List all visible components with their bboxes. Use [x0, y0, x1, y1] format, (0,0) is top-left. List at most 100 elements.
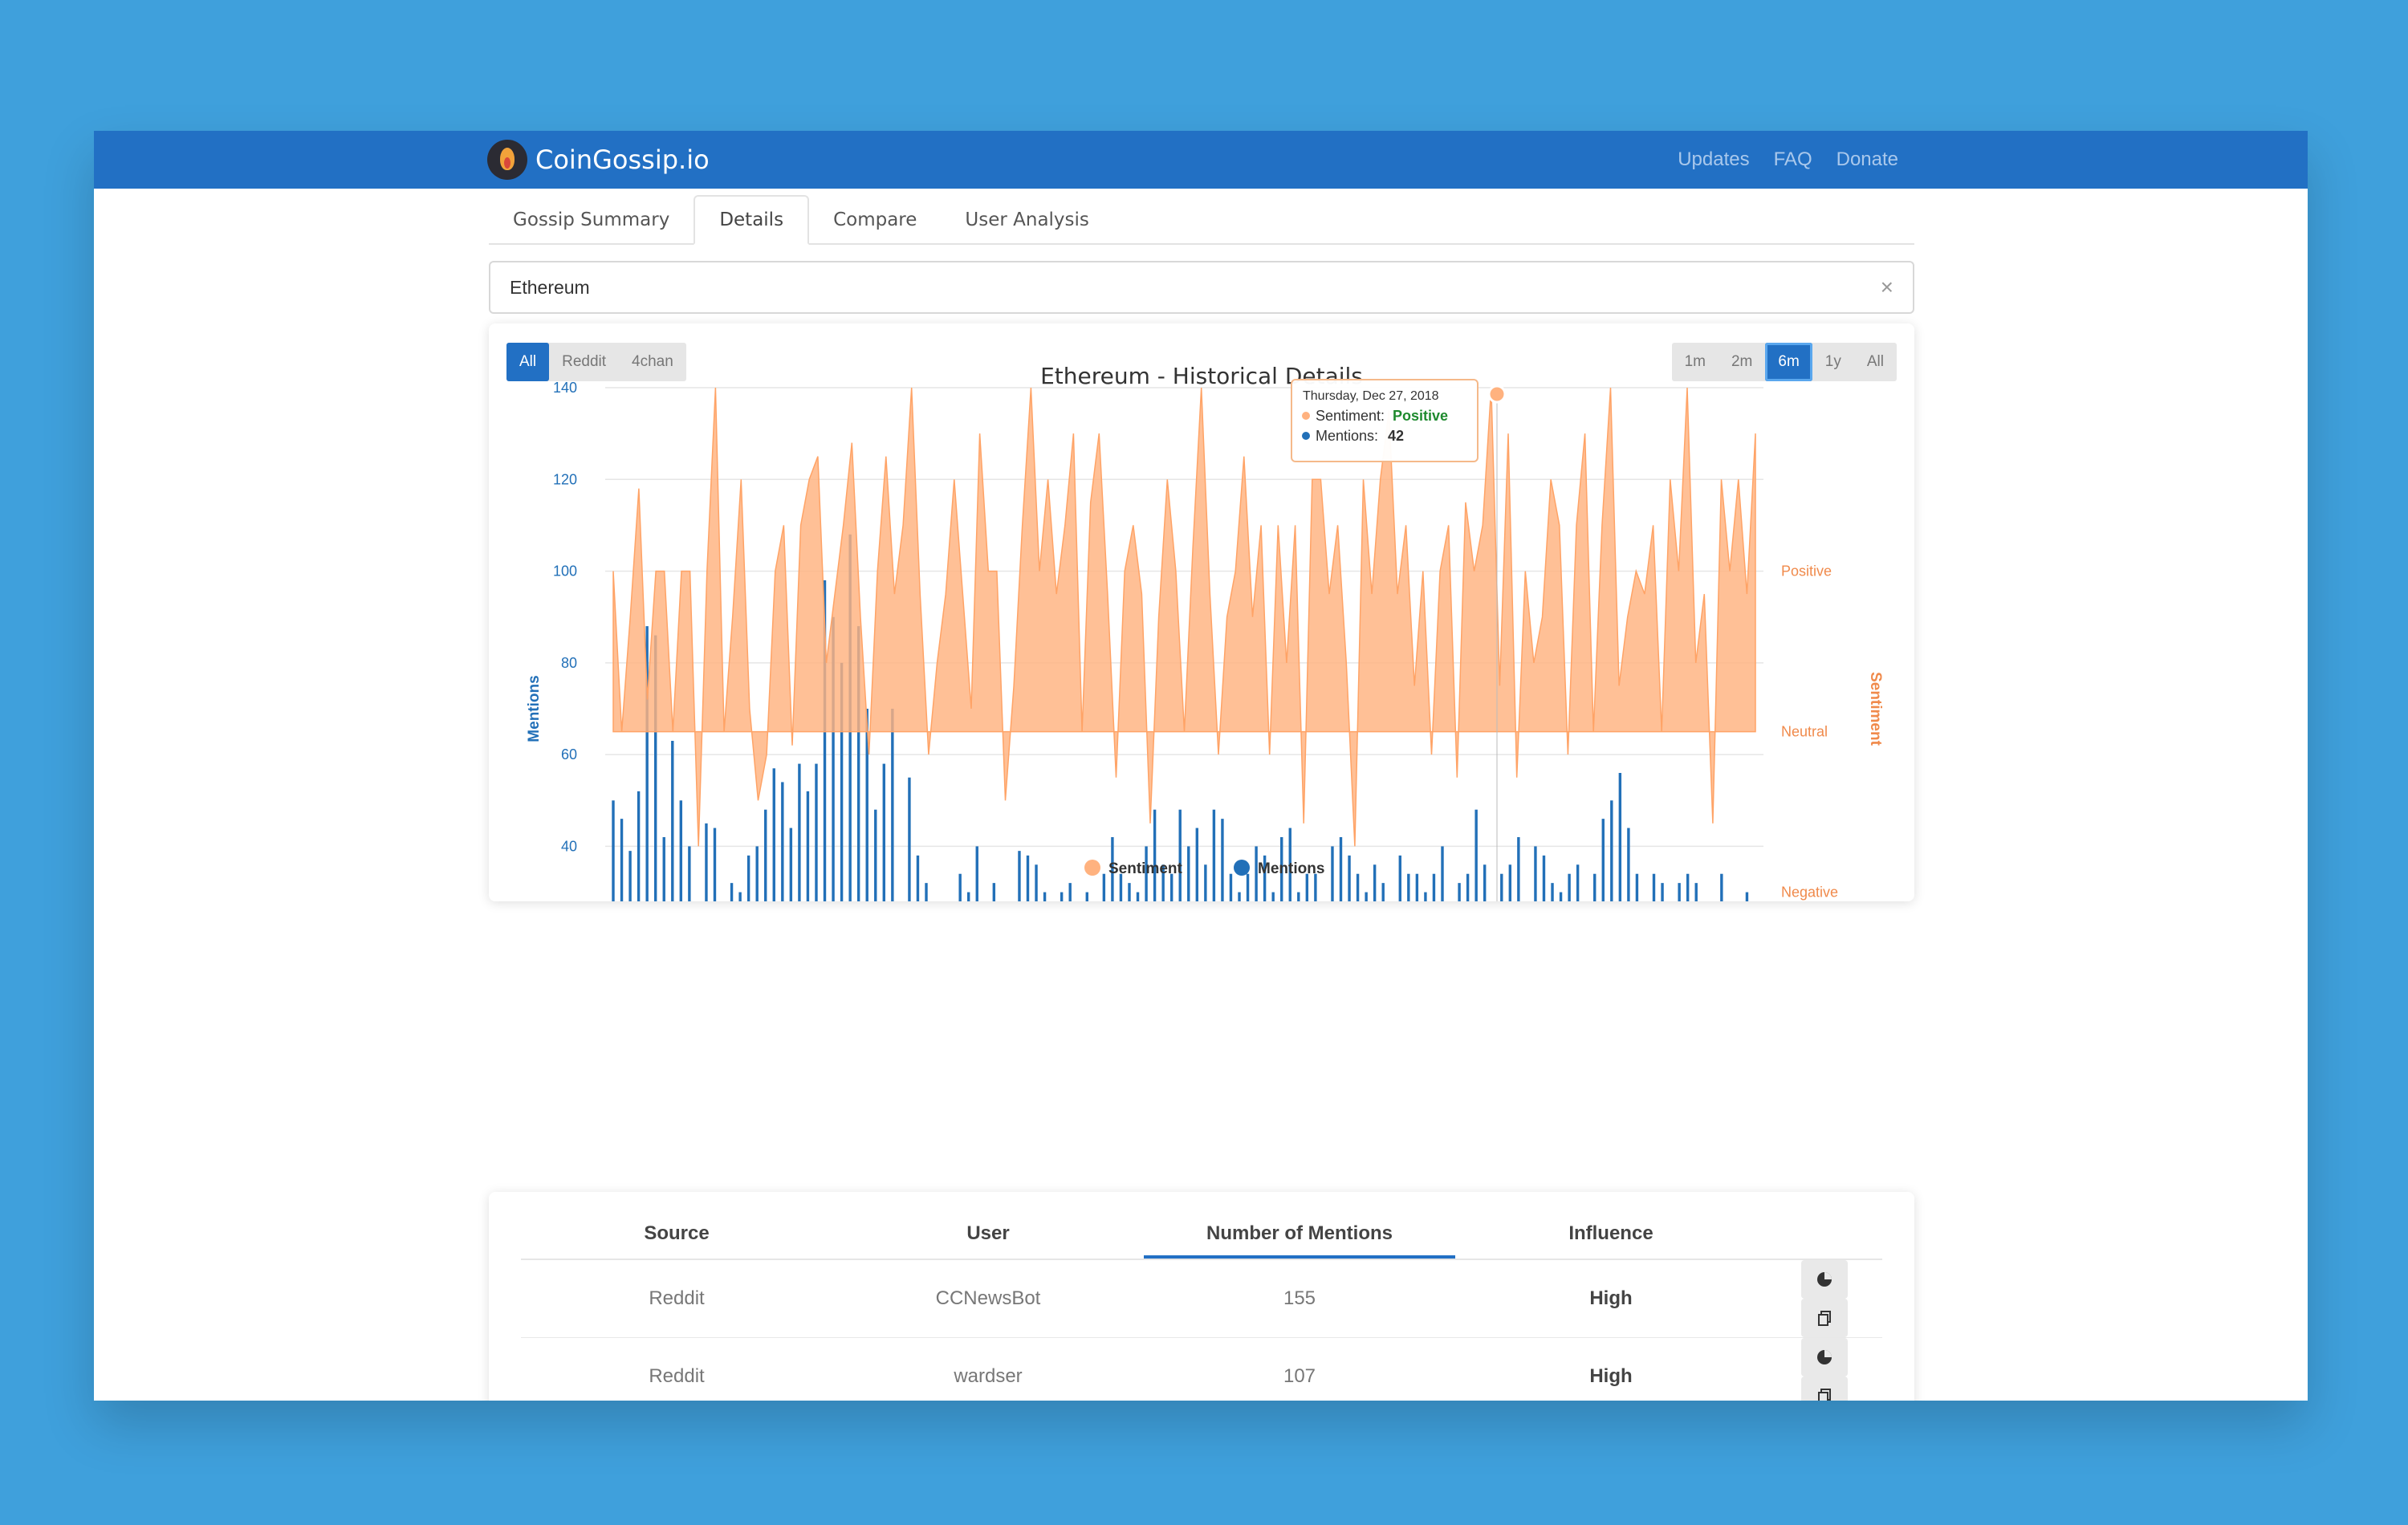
mentions-bar [1297, 892, 1300, 901]
mentions-bar [967, 892, 970, 901]
mentions-bar [1246, 873, 1250, 901]
mentions-bar [1500, 873, 1503, 901]
range-6m-button[interactable]: 6m [1765, 343, 1812, 381]
tooltip-sentiment-value: Positive [1393, 408, 1448, 424]
mentions-bar [1415, 873, 1419, 901]
range-2m-button[interactable]: 2m [1731, 353, 1753, 370]
mentions-bar [1466, 873, 1470, 901]
tab-compare[interactable]: Compare [833, 209, 917, 230]
users-table-card: Source User Number of Mentions Influence… [489, 1192, 1914, 1401]
tooltip-box [1291, 379, 1479, 462]
y2-tick-label: Neutral [1781, 724, 1828, 740]
range-1y-button[interactable]: 1y [1824, 353, 1841, 370]
range-1m-button[interactable]: 1m [1684, 353, 1706, 370]
mentions-bar [772, 768, 775, 901]
mentions-bar [1694, 883, 1698, 901]
mentions-bar [1601, 819, 1605, 901]
tooltip-sentiment-marker [1302, 412, 1310, 420]
mentions-bar [1229, 873, 1233, 901]
mentions-bar [671, 741, 674, 901]
coin-search-input[interactable] [510, 276, 1881, 299]
mentions-bar [1178, 809, 1182, 901]
header-influence[interactable]: Influence [1455, 1208, 1767, 1260]
mentions-bar [1381, 883, 1385, 901]
legend-mentions[interactable]: Mentions [1258, 860, 1324, 877]
mentions-bar [1068, 883, 1072, 901]
row-actions [1767, 1337, 1882, 1401]
row-source: Reddit [521, 1337, 832, 1401]
mentions-bar [705, 823, 708, 901]
mentions-bar [654, 635, 657, 901]
mentions-bar [865, 709, 868, 901]
mentions-bar [823, 580, 827, 901]
mentions-bar [1085, 892, 1088, 901]
source-all-button[interactable]: All [506, 343, 550, 381]
row-user: CCNewsBot [832, 1259, 1144, 1338]
mentions-bar [891, 709, 894, 901]
y-tick-label: 140 [553, 380, 577, 396]
mentions-bar [679, 800, 683, 901]
header-user[interactable]: User [832, 1208, 1144, 1260]
brand[interactable]: CoinGossip.io [487, 131, 710, 189]
header-mentions[interactable]: Number of Mentions [1144, 1208, 1455, 1260]
row-mentions: 107 [1144, 1337, 1455, 1401]
y-tick-label: 60 [561, 746, 577, 762]
source-4chan-button[interactable]: 4chan [632, 353, 673, 370]
table-row: Reddit wardser 107 High [521, 1337, 1882, 1401]
mentions-bar [755, 846, 759, 901]
y-tick-label: 80 [561, 655, 577, 671]
app-window: CoinGossip.io Updates FAQ Donate Gossip … [94, 131, 2308, 1401]
range-all-button[interactable]: All [1866, 353, 1884, 370]
mentions-bar [1365, 892, 1368, 901]
copy-icon[interactable] [1801, 1377, 1848, 1401]
mentions-bar [1745, 892, 1749, 901]
mentions-bar [1483, 864, 1487, 901]
y2-axis-ticks: Positive Neutral Negative [1781, 563, 1838, 901]
mentions-bar [1280, 837, 1283, 901]
mentions-bar [1187, 846, 1190, 901]
clear-icon[interactable]: × [1880, 274, 1893, 299]
mentions-bar [612, 800, 615, 901]
nav-link-faq[interactable]: FAQ [1773, 148, 1812, 170]
chart-legend: Sentiment Mentions [1084, 860, 1324, 877]
nav-link-updates[interactable]: Updates [1678, 148, 1750, 170]
mentions-bar [1026, 855, 1030, 901]
tab-gossip-summary[interactable]: Gossip Summary [513, 209, 670, 230]
pie-chart-icon[interactable] [1801, 1260, 1848, 1299]
pie-chart-icon[interactable] [1801, 1338, 1848, 1377]
source-reddit-button[interactable]: Reddit [562, 353, 607, 370]
navbar: CoinGossip.io Updates FAQ Donate [94, 131, 2308, 189]
y2-tick-label: Negative [1781, 885, 1838, 901]
mentions-bar [1627, 828, 1630, 901]
header-actions [1767, 1208, 1882, 1260]
mentions-bar [1373, 864, 1377, 901]
row-mentions: 155 [1144, 1259, 1455, 1338]
mentions-bar [1271, 892, 1275, 901]
mentions-bar [1356, 873, 1360, 901]
table-row: Reddit CCNewsBot 155 High [521, 1259, 1882, 1338]
mentions-bar [1441, 846, 1444, 901]
tooltip-mentions-label: Mentions: [1316, 428, 1378, 444]
row-source: Reddit [521, 1259, 832, 1338]
tab-user-analysis[interactable]: User Analysis [965, 209, 1089, 230]
header-source[interactable]: Source [521, 1208, 832, 1260]
copy-icon[interactable] [1801, 1299, 1848, 1337]
mentions-bar [798, 763, 801, 901]
row-user: wardser [832, 1337, 1144, 1401]
mentions-bar [637, 791, 641, 901]
mentions-bar [1263, 855, 1267, 901]
mentions-bar [738, 892, 742, 901]
nav-link-donate[interactable]: Donate [1836, 148, 1898, 170]
mentions-bar [1128, 883, 1131, 901]
mentions-bar [1678, 883, 1681, 901]
mentions-bar [1635, 873, 1639, 901]
mentions-bar [882, 763, 886, 901]
mentions-bar [730, 883, 734, 901]
mentions-bar [815, 763, 818, 901]
y-tick-label: 120 [553, 471, 577, 487]
row-influence: High [1455, 1259, 1767, 1338]
tab-details[interactable]: Details [694, 195, 810, 245]
mentions-bars [612, 534, 1749, 901]
range-selector: 1m 2m 6m 1y All [1671, 343, 1897, 381]
legend-sentiment[interactable]: Sentiment [1108, 860, 1183, 877]
